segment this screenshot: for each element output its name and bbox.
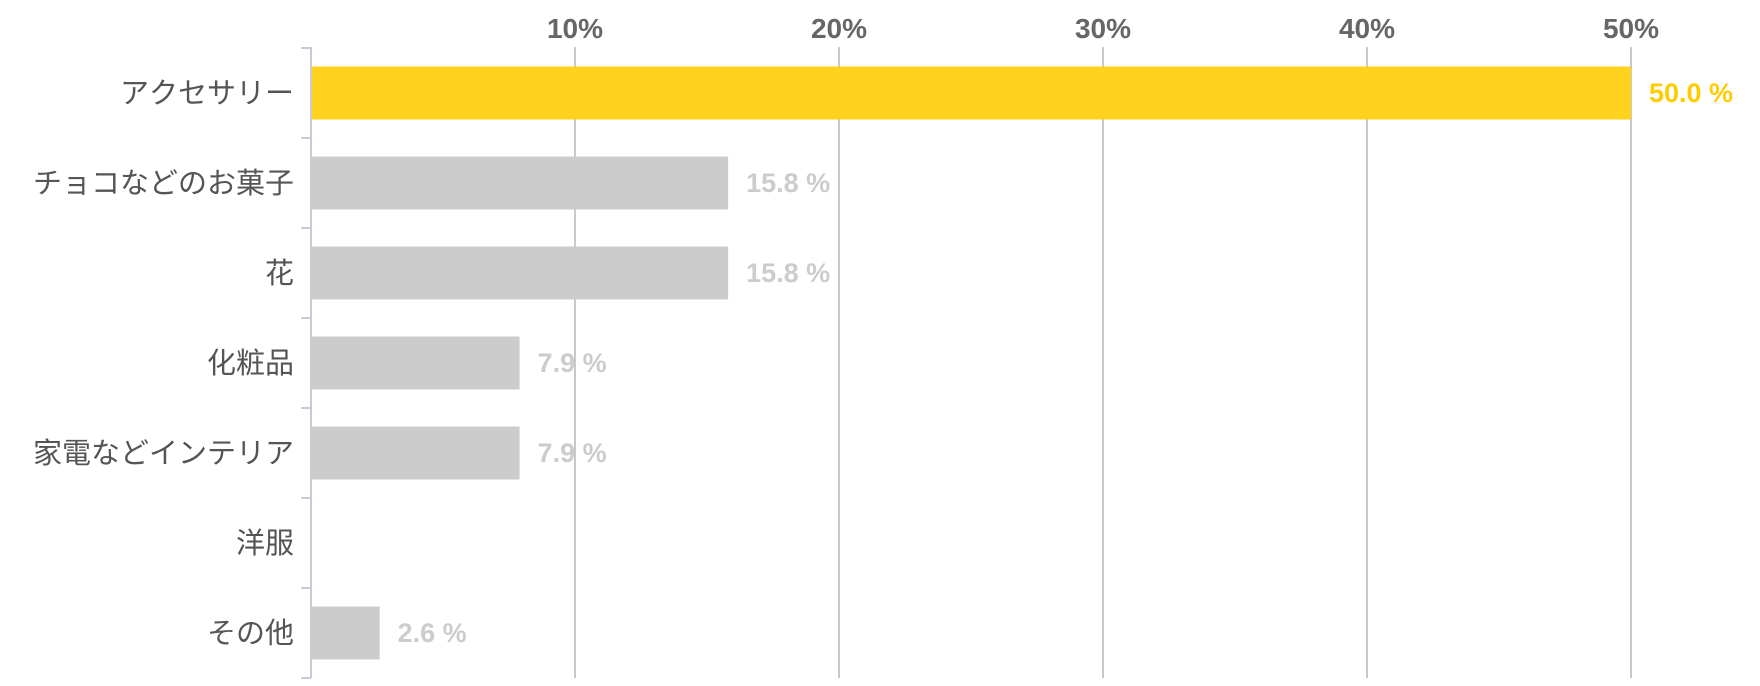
value-label: 2.6 % bbox=[398, 618, 467, 648]
value-label: 50.0 % bbox=[1649, 78, 1733, 108]
x-tick-label: 30% bbox=[1075, 13, 1131, 44]
x-tick-label: 50% bbox=[1603, 13, 1659, 44]
value-label: 15.8 % bbox=[746, 258, 830, 288]
value-label: 15.8 % bbox=[746, 168, 830, 198]
bar bbox=[312, 66, 1631, 120]
value-label: 7.9 % bbox=[538, 348, 607, 378]
axis-layer bbox=[301, 47, 312, 679]
grid-layer bbox=[574, 47, 1632, 678]
x-tick-label: 20% bbox=[811, 13, 867, 44]
category-label: 化粧品 bbox=[207, 346, 294, 380]
x-tick-label: 40% bbox=[1339, 13, 1395, 44]
bar bbox=[312, 246, 729, 300]
category-label: 家電などインテリア bbox=[33, 436, 294, 470]
category-label: 洋服 bbox=[236, 526, 294, 560]
bar bbox=[312, 336, 520, 390]
category-label: 花 bbox=[265, 256, 294, 290]
bar bbox=[312, 606, 380, 660]
bar-layer bbox=[312, 66, 1631, 660]
category-label: その他 bbox=[207, 616, 294, 650]
value-label: 7.9 % bbox=[538, 438, 607, 468]
category-label: チョコなどのお菓子 bbox=[33, 166, 294, 200]
bar bbox=[312, 156, 729, 210]
bar bbox=[312, 426, 520, 480]
label-layer: 10% 20% 30% 40% 50% アクセサリー 50.0 % チョコなどのお菓子 15.8… bbox=[33, 13, 1733, 650]
category-label: アクセサリー bbox=[120, 76, 294, 110]
x-tick-label: 10% bbox=[547, 13, 603, 44]
